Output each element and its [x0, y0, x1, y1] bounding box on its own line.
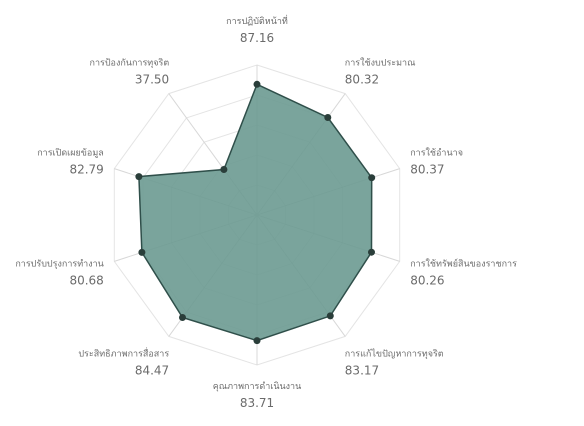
category-label-4: การใช้ทรัพย์สินของราชการ: [410, 258, 517, 270]
category-label-10: การป้องกันการทุจริต: [90, 57, 170, 68]
data-point-3: [368, 174, 376, 182]
data-area: [138, 83, 373, 342]
category-label-6: คุณภาพการดำเนินงาน: [213, 381, 302, 392]
data-point-10: [220, 166, 228, 173]
value-label-10: 37.50: [135, 72, 169, 86]
value-label-3: 80.37: [410, 162, 444, 176]
data-point-2: [324, 114, 332, 121]
data-point-7: [179, 314, 186, 321]
value-label-1: 87.16: [240, 31, 274, 45]
value-label-6: 83.71: [240, 396, 274, 410]
category-label-2: การใช้งบประมาณ: [345, 57, 416, 68]
category-label-5: การแก้ไขปัญหาการทุจริต: [345, 349, 444, 360]
data-point-8: [138, 248, 146, 256]
data-point-4: [368, 248, 375, 256]
category-label-8: การปรับปรุงการทำงาน: [15, 259, 103, 270]
data-point-9: [135, 173, 143, 181]
category-label-9: การเปิดเผยข้อมูล: [37, 147, 104, 158]
value-label-5: 83.17: [345, 364, 379, 378]
value-label-9: 82.79: [69, 162, 103, 176]
value-label-4: 80.26: [410, 274, 444, 288]
data-point-6: [253, 337, 261, 345]
category-label-1: การปฏิบัติหน้าที่: [226, 14, 288, 27]
category-label-3: การใช้อำนาจ: [410, 147, 463, 158]
value-label-7: 84.47: [135, 364, 169, 378]
data-point-1: [253, 80, 261, 88]
value-label-2: 80.32: [345, 72, 379, 86]
category-label-7: ประสิทธิภาพการสื่อสาร: [78, 347, 169, 360]
value-label-8: 80.68: [69, 274, 103, 288]
data-point-5: [326, 312, 334, 320]
